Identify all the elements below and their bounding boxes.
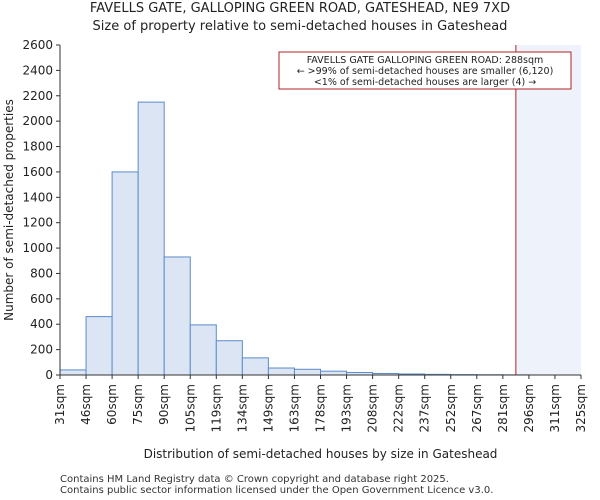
highlight-region [515, 45, 581, 375]
x-axis-label: Distribution of semi-detached houses by … [144, 447, 498, 461]
bar-90sqm [163, 256, 191, 376]
x-tick-label: 31sqm [53, 384, 67, 425]
chart-subtitle: Size of property relative to semi-detach… [92, 19, 508, 34]
footer-licence: Contains public sector information licen… [60, 485, 494, 496]
x-tick-label: 237sqm [418, 384, 432, 432]
y-tick-label: 200 [30, 343, 53, 357]
x-tick-label: 193sqm [340, 384, 354, 432]
x-tick-label: 119sqm [209, 384, 223, 432]
y-tick-label: 2600 [22, 38, 53, 52]
x-tick-label: 325sqm [574, 384, 588, 432]
y-axis-label: Number of semi-detached properties [2, 99, 16, 321]
y-tick-label: 2000 [22, 114, 53, 128]
y-tick-label: 2200 [22, 89, 53, 103]
bar-105sqm [189, 324, 217, 376]
x-tick-label: 222sqm [392, 384, 406, 432]
bar-178sqm [320, 370, 348, 376]
y-tick-label: 600 [30, 292, 53, 306]
bar-149sqm [267, 367, 295, 376]
x-tick-label: 75sqm [131, 384, 145, 425]
x-tick-label: 281sqm [496, 384, 510, 432]
footer-copyright: Contains HM Land Registry data © Crown c… [60, 474, 449, 485]
x-tick-label: 267sqm [470, 384, 484, 432]
bar-134sqm [241, 357, 269, 376]
x-tick-label: 149sqm [261, 384, 275, 432]
y-tick-label: 0 [45, 368, 53, 382]
y-tick-label: 800 [30, 266, 53, 280]
y-tick-label: 2400 [22, 63, 53, 77]
bar-60sqm [111, 171, 139, 376]
y-tick-label: 1800 [22, 140, 53, 154]
x-tick-label: 296sqm [522, 384, 536, 432]
annotation-line: <1% of semi-detached houses are larger (… [314, 77, 536, 88]
x-tick-label: 178sqm [314, 384, 328, 432]
chart-title: FAVELLS GATE, GALLOPING GREEN ROAD, GATE… [89, 1, 511, 16]
x-tick-label: 163sqm [287, 384, 301, 432]
x-tick-label: 105sqm [183, 384, 197, 432]
bar-119sqm [215, 340, 243, 376]
annotation-box [278, 51, 572, 90]
x-tick-label: 311sqm [548, 384, 562, 432]
x-tick-label: 46sqm [79, 384, 93, 425]
annotation-line: ← >99% of semi-detached houses are small… [297, 66, 554, 77]
x-tick-label: 208sqm [366, 384, 380, 432]
y-tick-label: 1400 [22, 190, 53, 204]
bar-75sqm [137, 101, 165, 376]
bar-46sqm [85, 316, 113, 376]
x-tick-label: 90sqm [157, 384, 171, 425]
bar-163sqm [293, 368, 322, 376]
y-tick-label: 400 [30, 317, 53, 331]
y-tick-label: 1000 [22, 241, 53, 255]
x-tick-label: 60sqm [105, 384, 119, 425]
annotation-line: FAVELLS GATE GALLOPING GREEN ROAD: 288sq… [307, 55, 544, 66]
x-tick-label: 134sqm [235, 384, 249, 432]
x-tick-label: 252sqm [444, 384, 458, 432]
bar-31sqm [59, 369, 87, 376]
y-tick-label: 1200 [22, 216, 53, 230]
y-tick-label: 1600 [22, 165, 53, 179]
